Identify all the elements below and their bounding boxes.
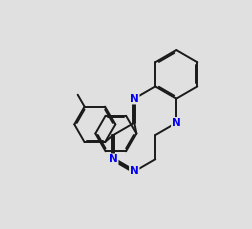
Text: N: N <box>108 154 117 164</box>
Text: N: N <box>129 166 138 176</box>
Text: N: N <box>171 118 180 128</box>
Text: N: N <box>129 94 138 104</box>
